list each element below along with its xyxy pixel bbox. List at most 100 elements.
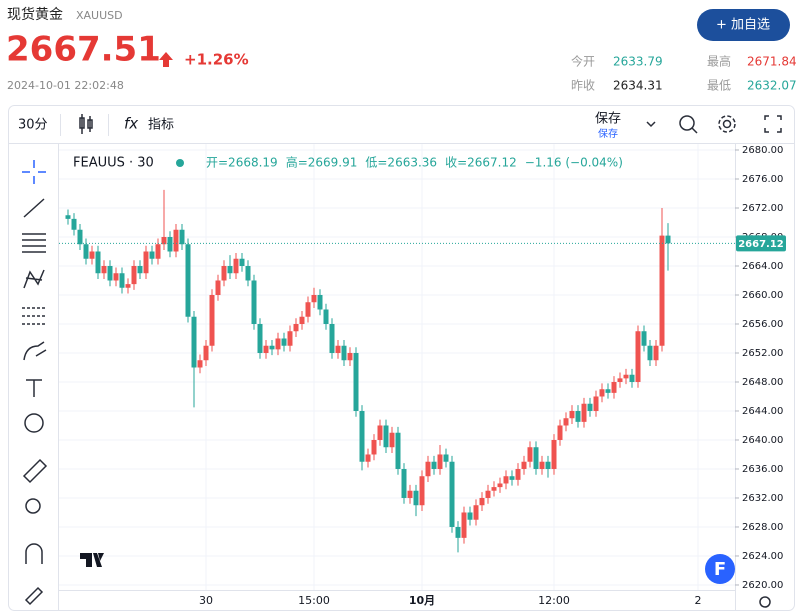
candle-body — [245, 265, 251, 281]
add-watchlist-label[interactable]: + 加自选 — [716, 18, 770, 33]
candle-body — [581, 403, 587, 422]
legend-value: −1.16 (−0.04%) — [525, 156, 623, 170]
candle-body — [107, 265, 113, 281]
y-tick-label: 2648.00 — [742, 377, 783, 388]
candle-body — [431, 461, 437, 469]
candle-body — [227, 265, 233, 274]
candle-body — [119, 273, 125, 288]
y-tick-label: 2652.00 — [742, 348, 783, 359]
fib-tool[interactable] — [22, 233, 46, 253]
candle-body — [101, 265, 107, 274]
candle-body — [341, 345, 347, 361]
stat-label: 昨收 — [571, 79, 595, 93]
candle-body — [359, 410, 365, 462]
x-tick-label: 15:00 — [298, 594, 330, 607]
indicators[interactable]: 指标 — [148, 118, 174, 133]
candle-body — [611, 381, 617, 393]
emoji-tool[interactable] — [24, 413, 44, 433]
candle-body — [269, 345, 275, 350]
candle-body — [437, 454, 443, 469]
add-watchlist-button[interactable] — [697, 9, 790, 41]
candle-body — [287, 331, 293, 346]
fullscreen-icon[interactable] — [764, 115, 782, 133]
projection-tool[interactable] — [22, 307, 46, 325]
candle-body — [407, 490, 413, 498]
candle-body — [395, 432, 401, 469]
change: +1.26% — [184, 51, 249, 69]
candle-body — [233, 258, 239, 274]
x-tick-label: 2 — [695, 594, 702, 607]
pattern-tool[interactable] — [23, 269, 45, 289]
quick-search-icon[interactable] — [679, 115, 698, 134]
candle-type-icon[interactable] — [79, 114, 93, 134]
measure-tool[interactable] — [22, 458, 48, 484]
lock-tool[interactable] — [24, 586, 44, 606]
save-sub[interactable]: 保存 — [598, 127, 618, 140]
candle-body — [461, 512, 467, 538]
x-tick-label: 12:00 — [538, 594, 570, 607]
candle-body — [497, 483, 503, 488]
candle-body — [179, 229, 185, 245]
legend-value: 开=2668.19 — [206, 156, 278, 170]
timestamp: 2024-10-01 22:02:48 — [7, 79, 124, 92]
fx-icon[interactable]: fx — [124, 115, 138, 133]
candle-body — [545, 461, 551, 469]
zoom-tool[interactable] — [25, 498, 41, 514]
candle-body — [167, 236, 173, 252]
candle-body — [641, 331, 647, 346]
candle-body — [83, 244, 89, 259]
candle-body — [131, 265, 137, 285]
y-tick-label: 2624.00 — [742, 551, 783, 562]
candle-body — [371, 439, 377, 455]
candle-body — [305, 302, 311, 317]
candle-body — [215, 280, 221, 295]
settings-icon[interactable] — [718, 115, 736, 133]
y-tick-label: 2632.00 — [742, 493, 783, 504]
plot-area — [59, 144, 739, 590]
legend-symbol: FEAUUS · 30 — [73, 156, 154, 171]
brush-tool[interactable] — [23, 341, 47, 361]
y-tick-label: 2676.00 — [742, 174, 783, 185]
symbol: XAUUSD — [76, 9, 123, 22]
candle-body — [623, 374, 629, 379]
interval[interactable]: 30分 — [18, 118, 48, 133]
save[interactable]: 保存 — [595, 112, 621, 127]
candle-body — [467, 512, 473, 520]
legend-value: 收=2667.12 — [445, 156, 517, 170]
stat-value: 2671.84 — [747, 55, 797, 69]
candle-body — [503, 476, 509, 484]
axis-settings-icon[interactable] — [759, 596, 771, 608]
candle-body — [353, 352, 359, 411]
candle-body — [599, 389, 605, 397]
candle-body — [335, 345, 341, 353]
trend-line-tool[interactable] — [23, 198, 45, 218]
y-tick-label: 2656.00 — [742, 319, 783, 330]
candle-body — [149, 251, 155, 259]
candle-body — [65, 215, 71, 219]
text-tool[interactable] — [26, 379, 42, 397]
y-tick-label: 2664.00 — [742, 261, 783, 272]
candle-body — [209, 294, 215, 346]
candle-body — [575, 410, 581, 422]
y-tick-label: 2660.00 — [742, 290, 783, 301]
save-menu-chevron[interactable] — [646, 121, 656, 128]
candle-body — [413, 490, 419, 506]
candle-body — [425, 461, 431, 477]
candle-body — [89, 251, 95, 259]
candle-body — [515, 468, 521, 480]
stat-value: 2632.07 — [747, 79, 797, 93]
candle-body — [491, 487, 497, 491]
candle-body — [617, 378, 623, 382]
candle-body — [569, 410, 575, 419]
candle-body — [203, 345, 209, 361]
candle-body — [539, 461, 545, 469]
f-logo-letter: F — [714, 559, 726, 580]
candle-body — [329, 323, 335, 353]
candle-body — [251, 280, 257, 324]
legend-ohlc: 开=2668.19 高=2669.91 低=2663.36 收=2667.12 −1.1… — [206, 155, 623, 170]
candle-body — [95, 251, 101, 274]
crosshair-tool[interactable] — [22, 160, 46, 184]
candle-body — [263, 345, 269, 353]
status-dot — [176, 159, 184, 167]
magnet-tool[interactable] — [25, 543, 43, 564]
